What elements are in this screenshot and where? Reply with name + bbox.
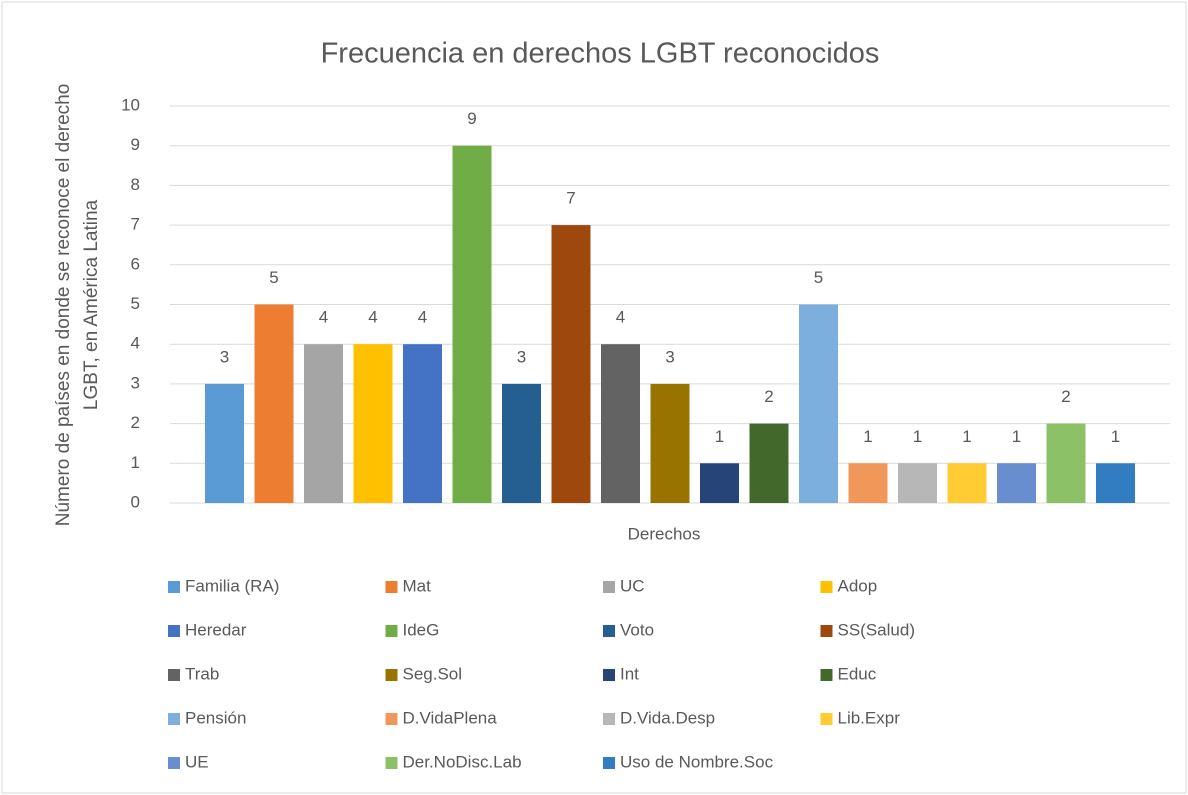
data-label: 1 [863,427,872,446]
legend-swatch [820,581,833,593]
bar [502,383,541,503]
y-tick-label: 1 [131,453,140,472]
y-tick-label: 2 [131,413,140,432]
legend-swatch [820,713,833,725]
legend-swatch [603,581,615,593]
data-label: 4 [319,308,328,327]
data-label: 4 [368,308,377,327]
bar [898,463,937,503]
legend-label: Pensión [185,708,246,727]
legend-swatch [603,757,615,769]
bar [254,304,294,503]
data-label: 5 [814,268,823,287]
legend-label: UC [620,576,645,595]
legend-swatch [385,581,398,593]
legend-swatch [385,669,398,681]
legend-swatch [603,625,615,637]
data-label: 1 [962,427,971,446]
x-axis-label: Derechos [628,524,701,543]
legend-label: UE [185,752,209,771]
y-axis-label: Número de países en donde se reconoce el… [53,84,102,527]
legend-label: Familia (RA) [185,576,279,595]
y-tick-label: 6 [131,254,140,273]
chart-title: Frecuencia en derechos LGBT reconocidos [321,38,880,70]
y-axis-label-line: LGBT, en América Latina [81,199,102,410]
legend-label: Der.NoDisc.Lab [403,752,522,771]
bar [551,225,591,503]
legend-swatch [820,625,833,637]
legend-swatch [820,669,833,681]
data-label: 1 [715,427,724,446]
legend-label: Seg.Sol [403,664,463,683]
data-label: 1 [1012,427,1021,446]
data-label: 9 [467,109,476,128]
bar [749,423,789,503]
legend-label: SS(Salud) [838,620,915,639]
y-tick-label: 4 [131,334,140,353]
bar [304,344,343,503]
legend-swatch [385,713,398,725]
data-label: 5 [269,268,278,287]
legend-swatch [168,713,180,725]
y-tick-label: 7 [131,215,140,234]
bar [997,463,1036,503]
legend-swatch [603,669,615,681]
bar [601,344,640,503]
bar [403,344,442,503]
bar [1046,423,1086,503]
bar [353,344,393,503]
legend-label: Int [620,664,639,683]
legend-label: Trab [185,664,219,683]
data-label: 4 [616,308,625,327]
y-axis-label-line: Número de países en donde se reconoce el… [53,84,74,527]
legend-label: Heredar [185,620,247,639]
legend-label: D.VidaPlena [403,708,498,727]
legend-label: D.Vida.Desp [620,708,715,727]
bar [947,463,987,503]
legend-label: Educ [838,664,877,683]
bar [700,463,739,503]
data-label: 1 [913,427,922,446]
legend-label: Voto [620,620,654,639]
data-label: 2 [764,387,773,406]
legend-label: Lib.Expr [838,708,901,727]
legend-swatch [168,757,180,769]
legend-swatch [168,581,180,593]
legend-swatch [168,669,180,681]
bar [205,383,244,503]
bar [452,145,492,503]
y-tick-label: 3 [131,373,140,392]
legend-label: Mat [403,576,432,595]
bar [650,383,690,503]
data-label: 3 [517,347,526,366]
data-label: 1 [1111,427,1120,446]
bar [799,304,838,503]
data-label: 2 [1061,387,1070,406]
bar [1096,463,1135,503]
data-label: 7 [566,189,575,208]
y-tick-label: 5 [131,294,140,313]
data-label: 3 [665,347,674,366]
legend-label: Adop [838,576,878,595]
data-label: 3 [220,347,229,366]
legend-label: Uso de Nombre.Soc [620,752,774,771]
legend-swatch [385,757,398,769]
bar [848,463,888,503]
y-tick-label: 0 [131,492,140,511]
legend-label: IdeG [403,620,440,639]
y-tick-label: 9 [131,135,140,154]
legend-swatch [168,625,180,637]
y-tick-label: 8 [131,175,140,194]
legend-swatch [603,713,615,725]
y-tick-label: 10 [121,95,140,114]
legend-swatch [385,625,398,637]
data-label: 4 [418,308,427,327]
